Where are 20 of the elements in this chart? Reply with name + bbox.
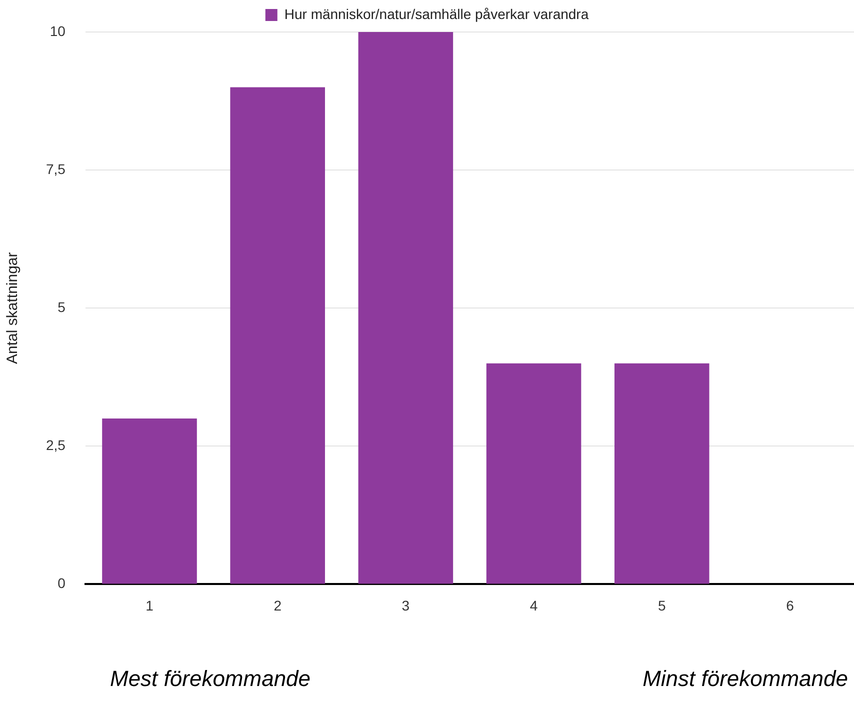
bar [230, 87, 325, 584]
text: Minst förekommande [642, 666, 848, 692]
y-tick-label: 10 [50, 22, 66, 39]
bar [614, 363, 710, 584]
x-tick-label: 4 [530, 597, 538, 614]
y-tick-label: 2,5 [46, 437, 66, 454]
y-tick-label: 0 [58, 575, 66, 592]
x-tick-label: 5 [658, 597, 666, 614]
legend-label: Hur människor/natur/samhälle påverkar varandra [284, 6, 589, 22]
bar [358, 32, 454, 584]
x-tick-label: 1 [146, 597, 154, 614]
bar [486, 363, 582, 584]
y-tick-label: 5 [58, 298, 66, 315]
x-tick-label: 6 [786, 597, 794, 614]
text: Mest förekommande [110, 666, 311, 692]
x-tick-label: 2 [274, 597, 282, 614]
x-tick-label: 3 [402, 597, 410, 614]
y-axis-title: Antal skattningar [4, 252, 22, 364]
y-tick-label: 7,5 [46, 160, 66, 177]
bar [102, 418, 197, 584]
